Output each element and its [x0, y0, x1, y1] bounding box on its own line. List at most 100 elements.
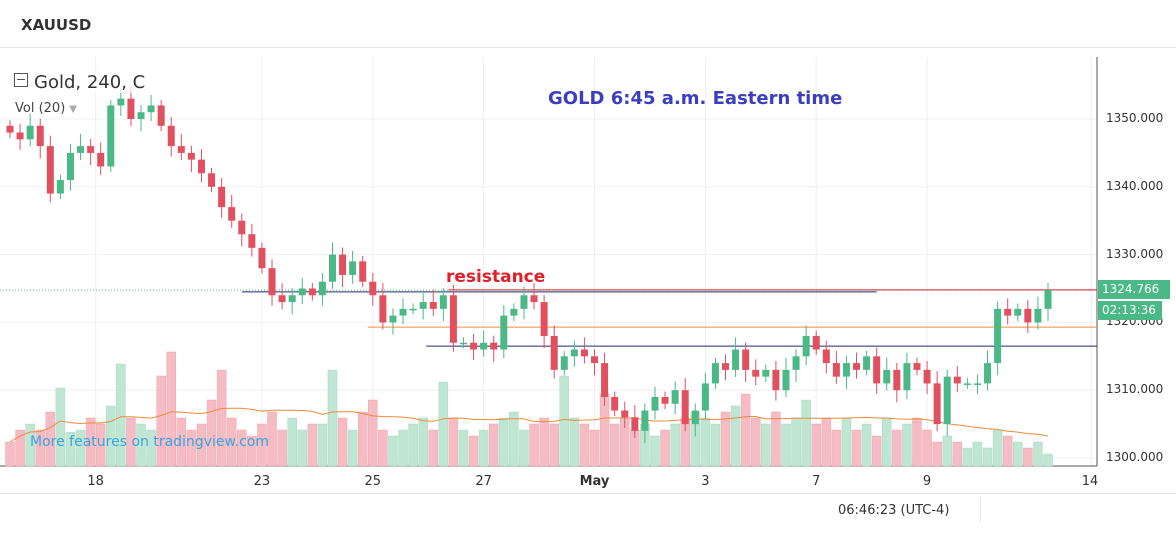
volume-bar — [1013, 441, 1023, 467]
volume-bar — [247, 435, 257, 467]
candle-body — [36, 125, 44, 147]
tradingview-link[interactable]: More features on tradingview.com — [30, 434, 269, 450]
volume-bar — [5, 441, 15, 467]
header-divider — [0, 47, 1176, 48]
volume-bar — [539, 417, 549, 467]
candle-body — [480, 342, 488, 350]
volume-ma-line — [9, 407, 1049, 443]
volume-bar — [206, 399, 217, 467]
volume-bar — [1033, 441, 1043, 467]
candle-body — [187, 152, 195, 160]
volume-bar — [882, 417, 892, 467]
volume-bar — [398, 429, 408, 467]
volume-bar — [952, 441, 963, 467]
candle-body — [651, 396, 659, 411]
candle-body — [963, 383, 971, 385]
candle-body — [591, 356, 599, 364]
candle-body — [560, 356, 568, 370]
candle-body — [570, 349, 578, 357]
candle-body — [258, 247, 266, 269]
volume-bar — [942, 435, 952, 467]
candle-body — [26, 125, 34, 140]
candle-body — [127, 98, 135, 119]
candle-body — [510, 308, 518, 316]
price-tick-label: 1350.000 — [1106, 111, 1164, 125]
candle-body — [137, 112, 145, 119]
volume-bar — [65, 432, 76, 467]
candle-body — [1004, 308, 1012, 316]
candle-body — [711, 363, 719, 384]
candle-body — [842, 363, 850, 377]
volume-bar — [922, 429, 932, 467]
candle-body — [147, 105, 155, 113]
volume-bar — [468, 435, 479, 467]
candle-body — [611, 396, 619, 411]
candle-body — [167, 125, 175, 147]
volume-bar — [85, 417, 96, 467]
candle-body — [389, 315, 397, 323]
time-tick-label: 27 — [475, 474, 492, 489]
volume-legend[interactable]: Vol (20) ▼ — [15, 101, 77, 116]
candle-body — [953, 376, 961, 384]
footer-separator — [980, 497, 981, 523]
candle-body — [369, 281, 377, 296]
volume-bar — [992, 429, 1003, 467]
volume-bar — [297, 429, 308, 467]
last-price-badge: 1324.766 — [1098, 280, 1170, 299]
candle-body — [77, 146, 85, 153]
volume-bar — [75, 429, 86, 467]
candle-body — [782, 369, 790, 391]
volume-bar — [499, 417, 509, 467]
clock[interactable]: 06:46:23 (UTC-4) — [838, 503, 950, 518]
volume-bar — [781, 423, 791, 467]
candle-body — [621, 410, 629, 418]
candle-body — [56, 180, 64, 194]
candle-body — [399, 308, 407, 316]
volume-bar — [337, 417, 348, 467]
candle-body — [873, 356, 881, 384]
price-tick-label: 1340.000 — [1106, 178, 1164, 193]
volume-bar — [861, 423, 872, 467]
volume-bar — [378, 429, 388, 467]
candle-body — [671, 390, 679, 404]
volume-bar — [902, 423, 912, 467]
candle-body — [863, 356, 871, 370]
volume-bar — [277, 429, 287, 467]
volume-bar — [670, 423, 680, 467]
candle-body — [419, 302, 427, 309]
candle-body — [66, 152, 74, 181]
symbol-title: XAUUSD — [21, 16, 92, 34]
candle-body — [762, 369, 770, 377]
candle-body — [742, 349, 750, 370]
volume-bar — [801, 399, 811, 467]
collapse-icon[interactable] — [14, 73, 28, 87]
candle-body — [631, 417, 639, 431]
volume-bar — [357, 411, 368, 467]
volume-bar — [761, 423, 771, 467]
candle-body — [308, 288, 316, 296]
volume-bar — [257, 423, 267, 467]
caret-down-icon[interactable]: ▼ — [69, 104, 77, 115]
volume-bar — [327, 369, 338, 467]
candle-body — [520, 295, 528, 309]
candle-body — [298, 288, 306, 296]
candle-body — [379, 295, 387, 323]
candle-body — [681, 390, 689, 425]
candle-body — [490, 342, 498, 350]
candle-body — [470, 342, 478, 350]
candle-body — [883, 369, 891, 384]
candle-body — [1044, 290, 1052, 309]
price-tick-label: 1310.000 — [1106, 382, 1164, 397]
candle-body — [943, 376, 951, 425]
time-tick-label: 9 — [922, 474, 932, 489]
volume-bar — [156, 375, 166, 467]
volume-bar — [750, 417, 761, 467]
candle-body — [157, 105, 165, 126]
volume-bar — [478, 429, 489, 467]
volume-bar — [730, 405, 741, 467]
candle-body — [97, 152, 105, 167]
series-legend[interactable]: Gold, 240, C — [14, 72, 146, 93]
candle-body — [903, 363, 911, 391]
